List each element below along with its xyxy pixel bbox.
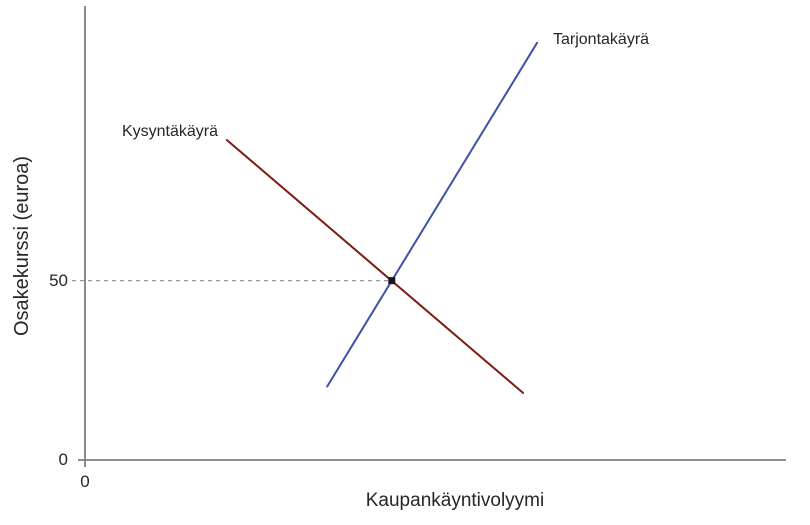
x-tick-label-0: 0 xyxy=(80,472,90,491)
y-tick-label-0: 0 xyxy=(58,450,68,469)
equilibrium-point-marker xyxy=(388,277,396,285)
supply-curve xyxy=(326,41,539,388)
equilibrium-marker-layer xyxy=(388,277,396,285)
y-axis-title: Osakekurssi (euroa) xyxy=(11,155,33,337)
x-axis-title: Kaupankäyntivolyymi xyxy=(365,490,545,511)
y-tick-label-50: 50 xyxy=(49,271,68,290)
curves-layer xyxy=(225,41,539,394)
demand-curve xyxy=(225,139,525,394)
demand-curve-label: Kysyntäkäyrä xyxy=(121,123,218,140)
supply-curve-label: Tarjontakäyrä xyxy=(553,31,650,48)
